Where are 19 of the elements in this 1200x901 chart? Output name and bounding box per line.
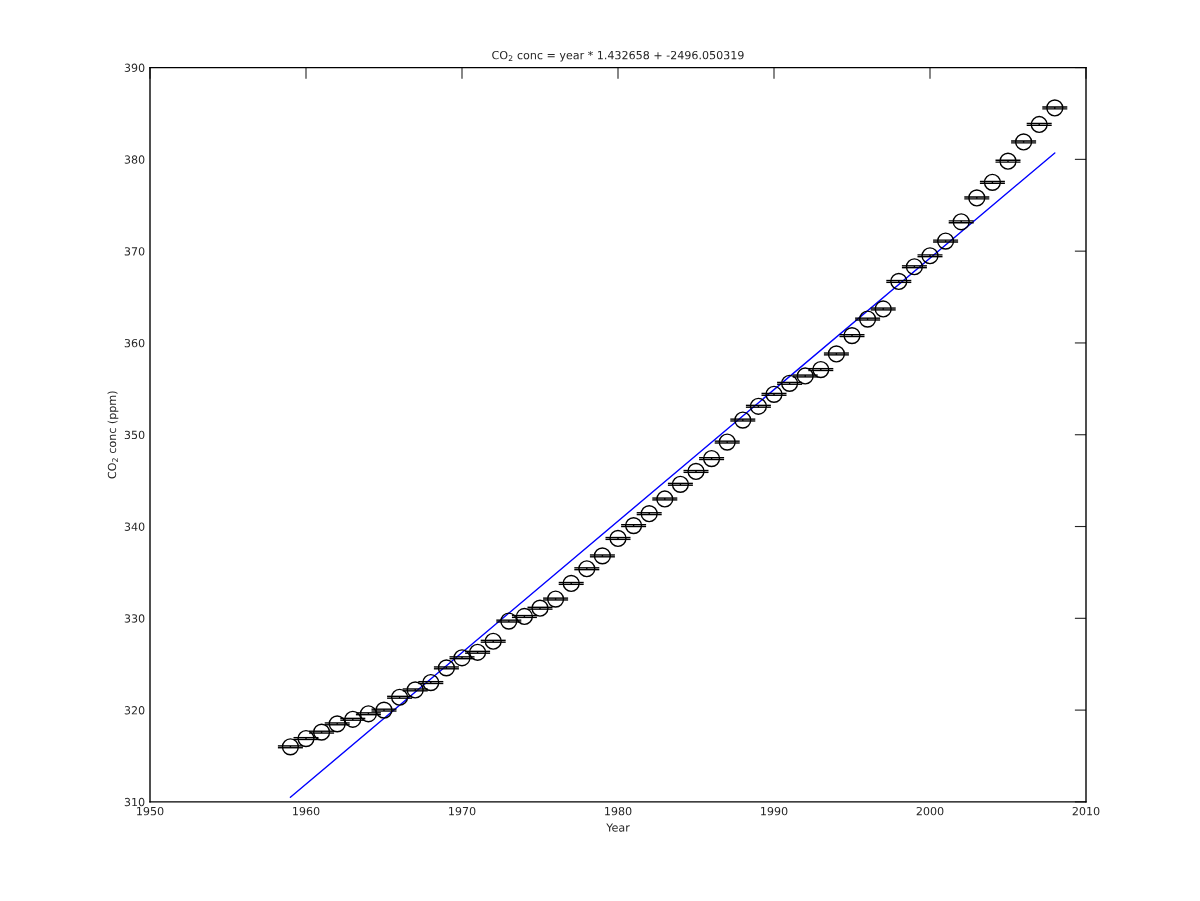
- x-tick-label: 2010: [1072, 806, 1100, 816]
- x-axis-title: Year: [606, 823, 630, 832]
- x-tick-label: 1970: [449, 806, 476, 816]
- y-tick-label: 320: [124, 706, 145, 715]
- y-tick-label: 310: [124, 797, 145, 807]
- y-axis-title: CO$_{2}$ conc (ppm): [107, 391, 119, 479]
- chart-title: CO$_{2}$ conc = year * 1.432658 + -2496.050319: [492, 50, 744, 62]
- y-tick-label: 380: [124, 155, 145, 164]
- y-tick-label: 370: [124, 247, 145, 256]
- y-tick-label: 340: [124, 522, 145, 531]
- x-tick-label: 2000: [916, 806, 944, 816]
- x-tick-label: 1980: [605, 806, 632, 816]
- y-tick-label: 360: [124, 338, 145, 348]
- y-tick-label: 350: [124, 430, 145, 440]
- x-tick-label: 1950: [137, 806, 164, 816]
- y-tick-label: 330: [124, 614, 145, 623]
- x-tick-label: 1960: [293, 806, 320, 816]
- y-tick-label: 390: [124, 63, 145, 72]
- x-tick-label: 1990: [761, 806, 788, 816]
